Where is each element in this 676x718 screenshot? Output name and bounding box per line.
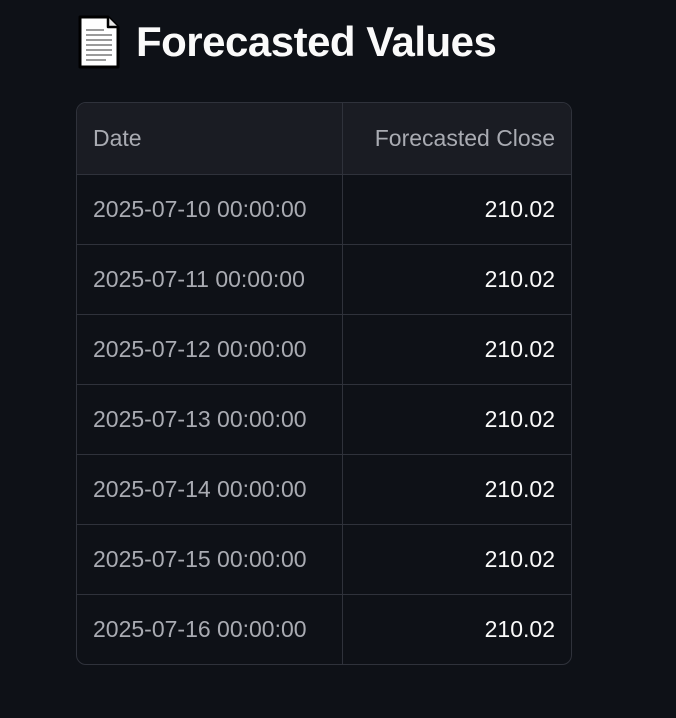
forecasted-close-cell[interactable]: 210.02 bbox=[341, 174, 571, 245]
page-title: Forecasted Values bbox=[136, 18, 497, 65]
table-row: 2025-07-16 00:00:00 210.02 bbox=[77, 594, 571, 664]
page-header: Forecasted Values bbox=[78, 12, 497, 72]
table-row: 2025-07-12 00:00:00 210.02 bbox=[77, 314, 571, 385]
date-cell[interactable]: 2025-07-12 00:00:00 bbox=[77, 314, 342, 385]
table-row: 2025-07-15 00:00:00 210.02 bbox=[77, 524, 571, 595]
column-header-date[interactable]: Date bbox=[77, 103, 342, 175]
data-table: Date Forecasted Close 2025-07-10 00:00:0… bbox=[77, 103, 571, 664]
table-header-row: Date Forecasted Close bbox=[77, 103, 571, 175]
table-row: 2025-07-11 00:00:00 210.02 bbox=[77, 244, 571, 315]
table-header: Date Forecasted Close bbox=[77, 103, 571, 175]
forecasted-close-cell[interactable]: 210.02 bbox=[341, 314, 571, 385]
date-cell[interactable]: 2025-07-10 00:00:00 bbox=[77, 174, 342, 245]
table-body: 2025-07-10 00:00:00 210.02 2025-07-11 00… bbox=[77, 174, 571, 664]
table-row: 2025-07-10 00:00:00 210.02 bbox=[77, 174, 571, 245]
date-cell[interactable]: 2025-07-13 00:00:00 bbox=[77, 384, 342, 455]
column-header-forecasted-close[interactable]: Forecasted Close bbox=[341, 103, 571, 175]
table-row: 2025-07-13 00:00:00 210.02 bbox=[77, 384, 571, 455]
forecasted-close-cell[interactable]: 210.02 bbox=[341, 524, 571, 595]
table-row: 2025-07-14 00:00:00 210.02 bbox=[77, 454, 571, 525]
date-cell[interactable]: 2025-07-11 00:00:00 bbox=[77, 244, 342, 315]
forecasted-close-cell[interactable]: 210.02 bbox=[341, 384, 571, 455]
forecasted-close-cell[interactable]: 210.02 bbox=[341, 244, 571, 315]
forecasted-close-cell[interactable]: 210.02 bbox=[341, 454, 571, 525]
forecast-table: Date Forecasted Close 2025-07-10 00:00:0… bbox=[76, 102, 572, 665]
page-document-icon bbox=[78, 15, 120, 69]
date-cell[interactable]: 2025-07-14 00:00:00 bbox=[77, 454, 342, 525]
date-cell[interactable]: 2025-07-15 00:00:00 bbox=[77, 524, 342, 595]
date-cell[interactable]: 2025-07-16 00:00:00 bbox=[93, 615, 307, 642]
forecasted-close-cell[interactable]: 210.02 bbox=[341, 594, 571, 664]
